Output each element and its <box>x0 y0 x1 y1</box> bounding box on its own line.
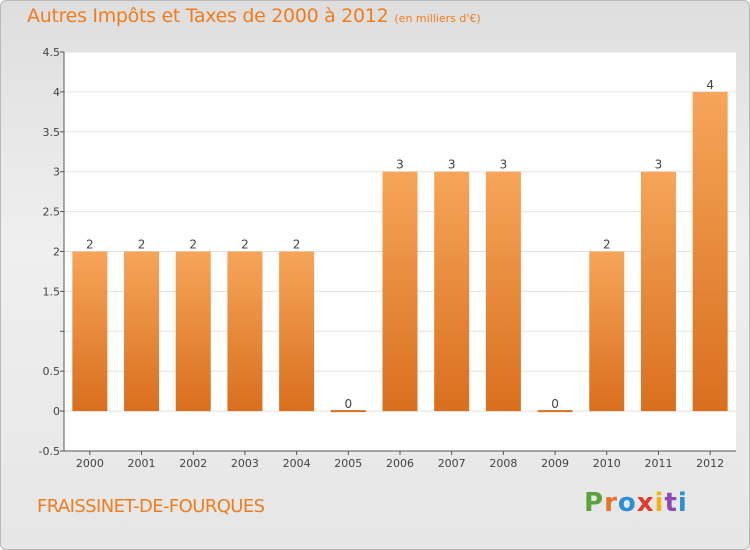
x-tick-label: 2008 <box>489 457 517 470</box>
commune-name: FRAISSINET-DE-FOURQUES <box>37 496 265 517</box>
logo-letter: r <box>604 488 618 518</box>
bar-2001 <box>124 251 160 412</box>
chart-subtitle: (en milliers d'€) <box>394 12 481 25</box>
data-label: 2 <box>293 238 301 252</box>
logo-letter: i <box>677 488 688 518</box>
bar-2003 <box>227 251 263 412</box>
bar-2011 <box>640 171 676 412</box>
bar-2004 <box>279 251 315 412</box>
logo-letter: i <box>654 488 665 518</box>
data-labels: 2 2 2 2 2 0 3 3 3 0 2 3 4 <box>86 78 714 411</box>
data-label: 0 <box>551 397 559 411</box>
chart-title: Autres Impôts et Taxes de 2000 à 2012 <box>27 5 389 27</box>
data-label: 3 <box>500 158 508 172</box>
y-tick-label: 0.5 <box>43 365 61 378</box>
chart-title-block: Autres Impôts et Taxes de 2000 à 2012 (en… <box>27 5 481 27</box>
bar-2010 <box>589 251 625 412</box>
x-tick-label: 2006 <box>386 457 414 470</box>
data-label: 2 <box>241 238 249 252</box>
logo-letter: P <box>584 488 605 518</box>
data-label: 2 <box>603 238 611 252</box>
bar-2000 <box>72 251 108 412</box>
y-tick-label: 0 <box>53 405 60 418</box>
y-tick-label: 1.5 <box>43 285 61 298</box>
data-label: 2 <box>138 238 146 252</box>
data-label: 0 <box>344 397 352 411</box>
bar-2006 <box>382 171 418 412</box>
x-tick-label: 2012 <box>696 457 724 470</box>
x-tick-label: 2005 <box>334 457 362 470</box>
data-label: 3 <box>396 158 404 172</box>
data-label: 3 <box>448 158 456 172</box>
x-tick-label: 2001 <box>128 457 156 470</box>
y-tick-label: 3.5 <box>43 126 61 139</box>
logo-letter: o <box>617 488 637 518</box>
logo-letter: t <box>664 488 678 518</box>
logo-letter: x <box>636 488 655 518</box>
bar-2012 <box>692 91 728 412</box>
x-tick-label: 2004 <box>283 457 311 470</box>
x-tick-label: 2009 <box>541 457 569 470</box>
data-label: 2 <box>86 238 94 252</box>
x-tick-label: 2000 <box>76 457 104 470</box>
data-label: 2 <box>189 238 197 252</box>
x-tick-label: 2010 <box>593 457 621 470</box>
x-tick-label: 2007 <box>438 457 466 470</box>
y-tick-label: 4 <box>53 86 60 99</box>
y-tick-label: 4.5 <box>43 46 61 59</box>
y-tick-label: 3 <box>53 166 60 179</box>
bar-2008 <box>485 171 521 412</box>
bar-2002 <box>175 251 211 412</box>
x-tick-label: 2011 <box>644 457 672 470</box>
proxiti-logo: Proxiti <box>584 490 688 516</box>
bars <box>72 91 728 413</box>
data-label: 4 <box>706 78 714 92</box>
bar-2007 <box>434 171 470 412</box>
data-label: 3 <box>655 158 663 172</box>
x-tick-label: 2002 <box>179 457 207 470</box>
y-tick-label: -0.5 <box>39 445 60 458</box>
y-tick-label: 2 <box>53 246 60 259</box>
x-tick-label: 2003 <box>231 457 259 470</box>
y-tick-label: 2.5 <box>43 206 61 219</box>
